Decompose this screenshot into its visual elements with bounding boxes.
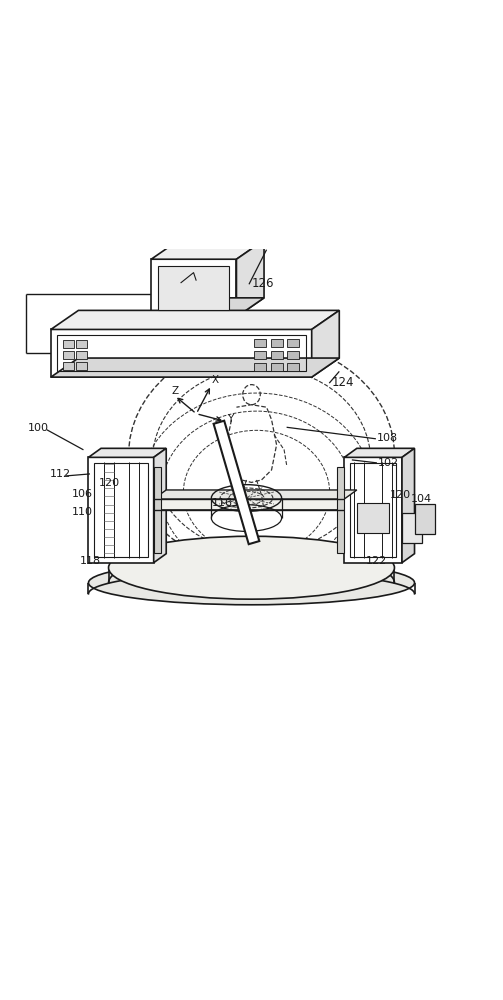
Polygon shape <box>344 448 414 457</box>
Polygon shape <box>402 448 414 563</box>
Text: 120: 120 <box>389 490 410 500</box>
Polygon shape <box>89 457 154 563</box>
Polygon shape <box>76 362 88 370</box>
Polygon shape <box>337 467 344 553</box>
Text: 106: 106 <box>72 489 93 499</box>
Polygon shape <box>271 339 283 347</box>
Ellipse shape <box>109 536 394 599</box>
Polygon shape <box>76 351 88 359</box>
Polygon shape <box>254 363 266 371</box>
Polygon shape <box>151 298 264 317</box>
Text: 104: 104 <box>411 494 432 504</box>
Polygon shape <box>344 457 402 563</box>
Polygon shape <box>154 490 357 499</box>
Polygon shape <box>214 421 260 544</box>
Polygon shape <box>254 351 266 359</box>
Text: 110: 110 <box>72 507 93 517</box>
Polygon shape <box>271 351 283 359</box>
Polygon shape <box>158 266 229 310</box>
Text: 116: 116 <box>211 498 232 508</box>
Polygon shape <box>287 339 299 347</box>
Polygon shape <box>414 504 435 534</box>
Polygon shape <box>51 329 312 377</box>
Polygon shape <box>154 499 344 510</box>
Polygon shape <box>254 339 266 347</box>
Text: 108: 108 <box>377 433 398 443</box>
Polygon shape <box>312 310 340 377</box>
Text: 120: 120 <box>99 478 120 488</box>
Polygon shape <box>151 240 264 259</box>
Polygon shape <box>63 340 74 348</box>
Polygon shape <box>151 259 236 317</box>
Polygon shape <box>236 240 264 317</box>
Polygon shape <box>51 358 340 377</box>
Text: X: X <box>212 375 219 385</box>
Polygon shape <box>154 467 161 553</box>
Polygon shape <box>89 448 166 457</box>
Polygon shape <box>287 363 299 371</box>
Text: 122: 122 <box>366 556 387 566</box>
Polygon shape <box>402 513 422 543</box>
Polygon shape <box>357 503 389 533</box>
Text: Y: Y <box>227 414 233 424</box>
Polygon shape <box>63 362 74 370</box>
Ellipse shape <box>89 561 414 605</box>
Text: 126: 126 <box>252 277 274 290</box>
Text: 124: 124 <box>332 376 354 389</box>
Polygon shape <box>287 351 299 359</box>
Text: 102: 102 <box>378 458 399 468</box>
Text: 118: 118 <box>80 556 101 566</box>
Polygon shape <box>271 363 283 371</box>
Polygon shape <box>51 310 340 329</box>
Text: Z: Z <box>172 386 179 396</box>
Polygon shape <box>76 340 88 348</box>
Polygon shape <box>154 448 166 563</box>
Text: 100: 100 <box>28 423 49 433</box>
Polygon shape <box>63 351 74 359</box>
Text: 112: 112 <box>50 469 71 479</box>
